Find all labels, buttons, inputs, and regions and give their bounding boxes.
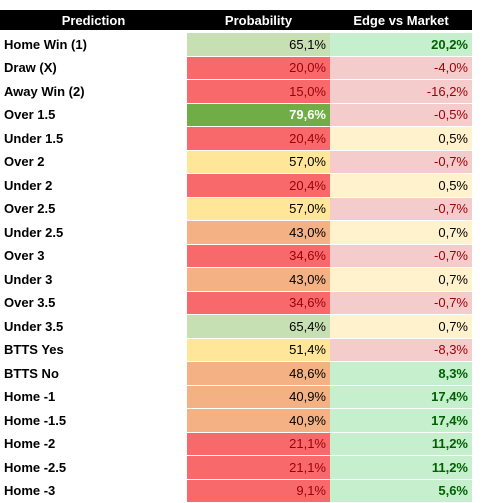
prediction-cell: Away Win (2) <box>0 80 187 103</box>
probability-cell: 43,0% <box>187 221 330 244</box>
edge-cell: 5,6% <box>330 480 472 503</box>
prediction-cell: Under 2 <box>0 174 187 197</box>
probability-cell: 21,1% <box>187 456 330 479</box>
probability-cell: 48,6% <box>187 362 330 385</box>
edge-cell: -0,7% <box>330 151 472 174</box>
edge-cell: 17,4% <box>330 386 472 409</box>
edge-cell: -0,7% <box>330 245 472 268</box>
prediction-cell: Home -1.5 <box>0 409 187 432</box>
edge-cell: 11,2% <box>330 456 472 479</box>
prediction-cell: Home -2 <box>0 433 187 456</box>
probability-cell: 20,0% <box>187 57 330 80</box>
edge-cell: 20,2% <box>330 33 472 56</box>
prediction-cell: Over 3.5 <box>0 292 187 315</box>
edge-cell: 11,2% <box>330 433 472 456</box>
probability-cell: 40,9% <box>187 386 330 409</box>
edge-cell: 17,4% <box>330 409 472 432</box>
edge-cell: 0,7% <box>330 315 472 338</box>
probability-cell: 65,1% <box>187 33 330 56</box>
probability-cell: 57,0% <box>187 198 330 221</box>
probability-cell: 51,4% <box>187 339 330 362</box>
edge-cell: -8,3% <box>330 339 472 362</box>
edge-cell: 0,5% <box>330 174 472 197</box>
prediction-cell: BTTS Yes <box>0 339 187 362</box>
table: Prediction Probability Edge vs Market Ho… <box>0 10 472 503</box>
edge-cell: 0,5% <box>330 127 472 150</box>
probability-cell: 15,0% <box>187 80 330 103</box>
prediction-cell: Under 3.5 <box>0 315 187 338</box>
probability-cell: 9,1% <box>187 480 330 503</box>
prediction-cell: Home -2.5 <box>0 456 187 479</box>
probability-cell: 43,0% <box>187 268 330 291</box>
prediction-cell: Under 3 <box>0 268 187 291</box>
header-cell: Edge vs Market <box>330 10 472 30</box>
edge-cell: -4,0% <box>330 57 472 80</box>
header-cell: Probability <box>187 10 330 30</box>
probability-cell: 57,0% <box>187 151 330 174</box>
edge-cell: -0,5% <box>330 104 472 127</box>
edge-cell: -16,2% <box>330 80 472 103</box>
prediction-cell: Over 2 <box>0 151 187 174</box>
prediction-cell: Home Win (1) <box>0 33 187 56</box>
probability-cell: 20,4% <box>187 127 330 150</box>
probability-cell: 65,4% <box>187 315 330 338</box>
probability-cell: 34,6% <box>187 292 330 315</box>
probability-cell: 79,6% <box>187 104 330 127</box>
edge-cell: 0,7% <box>330 268 472 291</box>
prediction-cell: Over 2.5 <box>0 198 187 221</box>
header-row: Prediction Probability Edge vs Market <box>0 10 472 33</box>
prediction-cell: Over 3 <box>0 245 187 268</box>
probability-cell: 40,9% <box>187 409 330 432</box>
edge-cell: 8,3% <box>330 362 472 385</box>
header-cell: Prediction <box>0 10 187 30</box>
prediction-cell: Home -1 <box>0 386 187 409</box>
prediction-cell: Under 2.5 <box>0 221 187 244</box>
edge-cell: -0,7% <box>330 198 472 221</box>
prediction-cell: Over 1.5 <box>0 104 187 127</box>
probability-cell: 21,1% <box>187 433 330 456</box>
table-row: Draw (X)20,0%-4,0% <box>0 57 472 81</box>
table-row: Away Win (2)15,0%-16,2% <box>0 80 472 104</box>
edge-cell: -0,7% <box>330 292 472 315</box>
edge-cell: 0,7% <box>330 221 472 244</box>
probability-cell: 34,6% <box>187 245 330 268</box>
prediction-cell: Under 1.5 <box>0 127 187 150</box>
probability-cell: 20,4% <box>187 174 330 197</box>
prediction-cell: BTTS No <box>0 362 187 385</box>
table-row: Home Win (1)65,1%20,2% <box>0 33 472 57</box>
prediction-cell: Home -3 <box>0 480 187 503</box>
prediction-cell: Draw (X) <box>0 57 187 80</box>
